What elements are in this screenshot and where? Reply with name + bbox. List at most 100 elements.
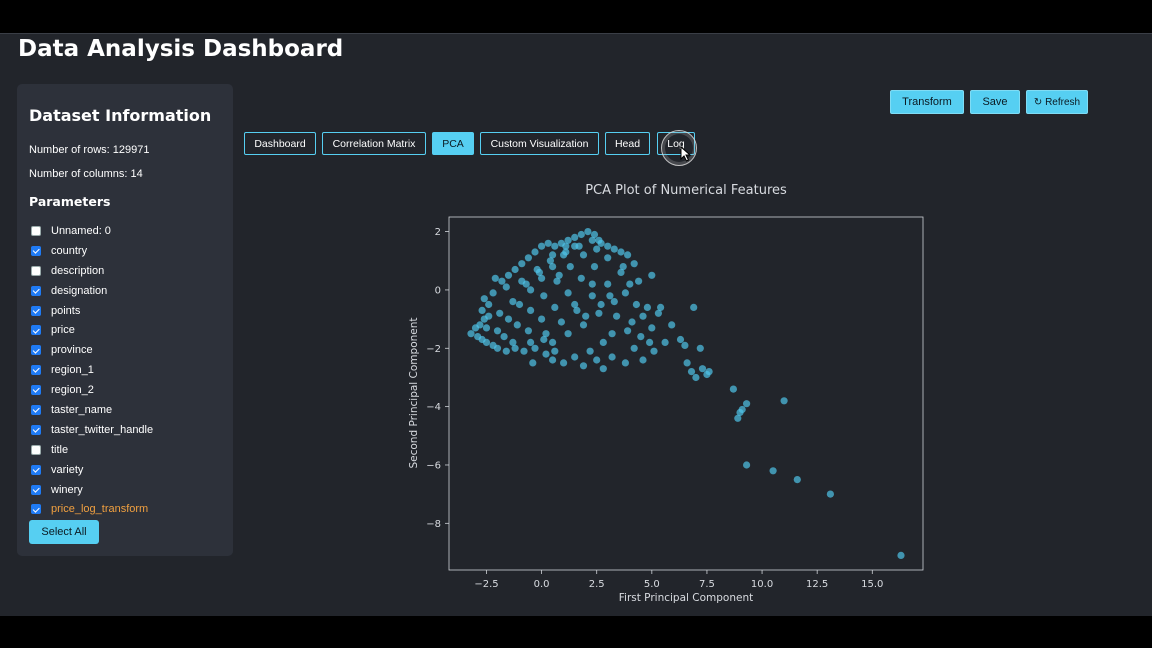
- y-tick-label: −2: [426, 344, 441, 355]
- data-point: [683, 359, 691, 367]
- x-tick-label: 15.0: [861, 579, 883, 590]
- data-point: [496, 309, 504, 317]
- tab-pca[interactable]: PCA: [432, 132, 474, 155]
- x-tick-label: 5.0: [644, 579, 660, 590]
- parameter-checkbox[interactable]: [31, 385, 41, 396]
- data-point: [619, 263, 627, 271]
- data-point: [604, 242, 612, 250]
- data-point: [493, 327, 502, 335]
- data-point: [648, 271, 656, 279]
- parameter-item[interactable]: taster_twitter_handle: [31, 420, 153, 440]
- data-point: [527, 306, 535, 314]
- data-point: [606, 292, 614, 300]
- parameter-label: description: [51, 264, 105, 277]
- data-point: [593, 356, 601, 364]
- parameter-checkbox[interactable]: [31, 245, 41, 256]
- parameter-checkbox[interactable]: [31, 424, 41, 435]
- parameter-label: Unnamed: 0: [51, 224, 111, 237]
- select-all-button[interactable]: Select All: [29, 520, 99, 544]
- parameter-item[interactable]: variety: [31, 460, 153, 480]
- parameter-checkbox[interactable]: [31, 464, 41, 475]
- data-point: [604, 254, 612, 262]
- data-point: [480, 295, 488, 303]
- transform-button[interactable]: Transform: [890, 90, 964, 114]
- data-point: [681, 341, 689, 349]
- data-point: [793, 476, 801, 484]
- parameter-checkbox[interactable]: [31, 325, 41, 336]
- data-point: [621, 289, 629, 297]
- y-axis-ticks: 2 0 −2 −4 −6 −8: [426, 227, 449, 530]
- parameter-checkbox[interactable]: [31, 305, 41, 316]
- parameter-checkbox[interactable]: [31, 404, 41, 415]
- data-point: [485, 300, 493, 309]
- parameter-checkbox[interactable]: [31, 285, 41, 296]
- data-point: [698, 365, 707, 373]
- data-point: [551, 347, 559, 355]
- parameter-checkbox[interactable]: [31, 345, 41, 356]
- parameter-checkbox[interactable]: [31, 444, 41, 455]
- data-point: [538, 315, 546, 323]
- dataset-info-heading: Dataset Information: [29, 106, 212, 125]
- data-point: [687, 368, 696, 376]
- data-point: [630, 260, 638, 268]
- data-point: [542, 350, 550, 358]
- y-axis-label: Second Principal Component: [408, 317, 420, 468]
- data-point: [544, 239, 552, 247]
- data-point: [639, 312, 647, 320]
- parameter-checkbox[interactable]: [31, 365, 41, 376]
- parameter-item[interactable]: price: [31, 320, 153, 340]
- data-point: [577, 230, 585, 239]
- scatter-points: [467, 228, 905, 559]
- parameter-item[interactable]: region_1: [31, 360, 153, 380]
- mouse-cursor-icon: [680, 146, 692, 162]
- refresh-button[interactable]: ↻ Refresh: [1026, 90, 1088, 114]
- parameter-item[interactable]: winery: [31, 480, 153, 500]
- data-point: [579, 321, 588, 329]
- parameter-item[interactable]: region_2: [31, 380, 153, 400]
- parameter-item[interactable]: price_log_transform: [31, 499, 153, 519]
- data-point: [564, 289, 572, 297]
- x-tick-label: 7.5: [699, 579, 715, 590]
- data-point: [515, 300, 524, 309]
- parameter-item[interactable]: designation: [31, 281, 153, 301]
- data-point: [705, 368, 713, 376]
- tab-dashboard[interactable]: Dashboard: [244, 132, 316, 155]
- page-title: Data Analysis Dashboard: [18, 36, 344, 62]
- save-button[interactable]: Save: [970, 90, 1020, 114]
- parameter-checkbox[interactable]: [31, 504, 41, 515]
- data-point: [624, 327, 632, 335]
- data-point: [692, 373, 700, 382]
- x-tick-label: −2.5: [474, 579, 498, 590]
- parameter-checkbox[interactable]: [31, 225, 41, 236]
- data-point: [518, 260, 526, 268]
- parameter-item[interactable]: points: [31, 301, 153, 321]
- data-point: [478, 306, 486, 314]
- data-point: [562, 248, 570, 256]
- tab-correlation-matrix[interactable]: Correlation Matrix: [322, 132, 426, 155]
- parameter-item[interactable]: description: [31, 261, 153, 281]
- data-point: [632, 300, 640, 309]
- click-indicator: [661, 130, 697, 166]
- data-point: [502, 283, 510, 291]
- data-point: [538, 274, 546, 282]
- data-point: [604, 280, 612, 288]
- x-tick-label: 2.5: [589, 579, 605, 590]
- data-point: [546, 257, 554, 265]
- parameter-label: points: [51, 304, 81, 317]
- tab-custom-visualization[interactable]: Custom Visualization: [480, 132, 599, 155]
- data-point: [511, 344, 519, 352]
- data-point: [729, 385, 737, 393]
- parameter-item[interactable]: country: [31, 241, 153, 261]
- data-point: [513, 321, 521, 329]
- parameter-item[interactable]: title: [31, 440, 153, 460]
- parameter-item[interactable]: taster_name: [31, 400, 153, 420]
- app-window: Data Analysis Dashboard Dataset Informat…: [0, 33, 1152, 616]
- parameter-label: taster_twitter_handle: [51, 423, 154, 436]
- y-tick-label: 2: [435, 227, 441, 238]
- parameter-checkbox[interactable]: [31, 265, 41, 276]
- parameter-item[interactable]: province: [31, 340, 153, 360]
- tab-head[interactable]: Head: [605, 132, 650, 155]
- parameter-checkbox[interactable]: [31, 484, 41, 495]
- parameter-item[interactable]: Unnamed: 0: [31, 221, 153, 241]
- data-point: [520, 347, 528, 355]
